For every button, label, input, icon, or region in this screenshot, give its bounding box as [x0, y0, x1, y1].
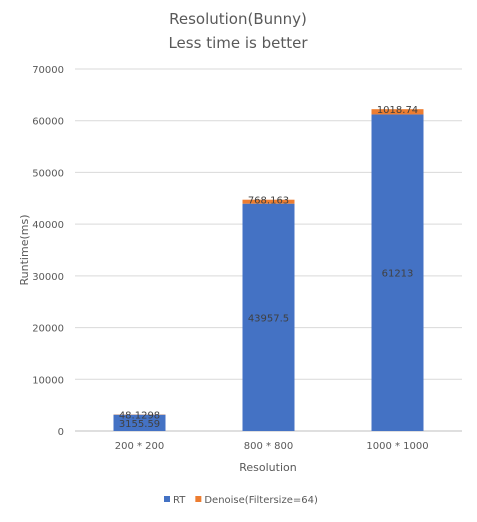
chart-title-line-2: Less time is better	[168, 34, 308, 52]
data-label: 61213	[382, 269, 414, 280]
data-label: 48.1298	[119, 410, 160, 421]
x-axis-label: Resolution	[239, 461, 297, 474]
y-tick-label: 40000	[32, 220, 64, 231]
y-axis-ticks: 0 10000 20000 30000 40000 50000 60000 70000	[32, 65, 64, 438]
legend-swatch	[164, 496, 170, 502]
y-tick-label: 70000	[32, 65, 64, 76]
y-tick-label: 20000	[32, 324, 64, 335]
data-label: 3155.59	[119, 419, 160, 430]
legend-label: RT	[173, 495, 186, 506]
y-tick-label: 60000	[32, 117, 64, 128]
bar-rt	[113, 414, 166, 431]
legend-label: Denoise(Filtersize=64)	[204, 495, 318, 506]
y-tick-label: 30000	[32, 272, 64, 283]
x-tick-label: 200 * 200	[115, 441, 165, 452]
y-tick-label: 0	[58, 427, 64, 438]
x-axis-ticks: 200 * 200 800 * 800 1000 * 1000	[115, 441, 429, 452]
chart-title-line-1: Resolution(Bunny)	[169, 10, 307, 28]
legend: RT Denoise(Filtersize=64)	[164, 495, 318, 506]
x-tick-label: 1000 * 1000	[366, 441, 428, 452]
y-tick-label: 50000	[32, 168, 64, 179]
legend-swatch	[195, 496, 202, 502]
y-tick-label: 10000	[32, 375, 64, 386]
y-axis-label: Runtime(ms)	[18, 215, 31, 286]
bar-denoise	[371, 109, 424, 115]
bar-denoise	[242, 199, 295, 204]
data-label: 768.163	[248, 196, 289, 207]
bar-rt	[371, 114, 424, 431]
data-label: 1018.74	[377, 105, 418, 116]
x-tick-label: 800 * 800	[244, 441, 294, 452]
bar-rt	[242, 203, 295, 431]
data-label: 43957.5	[248, 313, 289, 324]
